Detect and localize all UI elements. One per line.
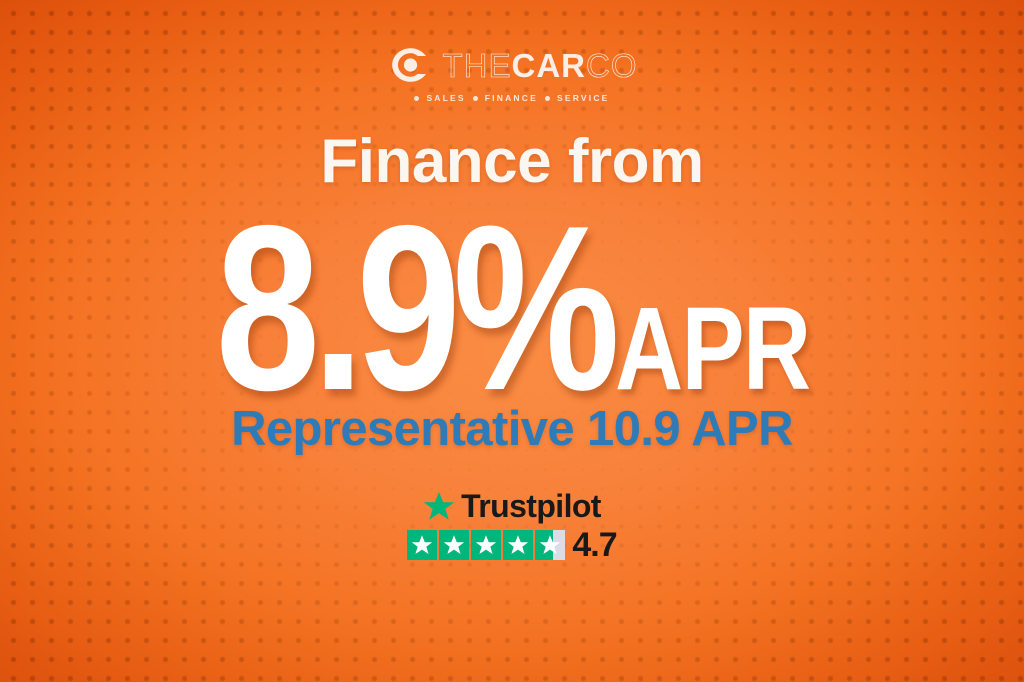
trustpilot-logo: Trustpilot xyxy=(423,490,601,522)
logo-row: THE CAR CO xyxy=(387,44,638,86)
star-icon xyxy=(407,530,438,561)
tagline-service: SERVICE xyxy=(556,93,610,103)
bullet-icon xyxy=(414,95,420,101)
star-icon xyxy=(471,530,502,561)
rate-display: 8.9% APR xyxy=(166,176,859,439)
rate-value: 8.9% xyxy=(215,176,620,439)
star-glyph xyxy=(412,535,433,555)
representative-apr-text: Representative 10.9 APR xyxy=(231,402,793,457)
logo-word-the: THE xyxy=(442,46,512,84)
trustpilot-wordmark: Trustpilot xyxy=(461,488,601,525)
star-rating xyxy=(407,530,566,561)
star-icon xyxy=(503,530,534,561)
logo-tagline: SALES FINANCE SERVICE xyxy=(414,93,609,103)
star-glyph xyxy=(540,535,561,555)
star-icon xyxy=(535,530,566,561)
logo-wordmark: THE CAR CO xyxy=(442,46,638,84)
logo-word-car: CAR xyxy=(511,46,586,84)
star-glyph xyxy=(476,535,497,555)
bullet-icon xyxy=(544,95,550,101)
logo-word-co: CO xyxy=(586,46,638,84)
bullet-icon xyxy=(472,95,478,101)
trustpilot-star-icon xyxy=(423,491,455,520)
trustpilot-rating-block: Trustpilot 4.7 xyxy=(407,490,618,565)
trustpilot-score-row: 4.7 xyxy=(407,526,618,565)
star-glyph xyxy=(508,535,529,555)
star-icon xyxy=(439,530,470,561)
headline-text: Finance from xyxy=(320,127,704,196)
star-glyph xyxy=(444,535,465,555)
tagline-sales: SALES xyxy=(426,93,466,103)
trustpilot-score: 4.7 xyxy=(572,526,617,565)
rate-suffix: APR xyxy=(615,283,811,415)
c-ring-icon xyxy=(391,48,426,82)
brand-logo: THE CAR CO SALES FINANCE SERVICE xyxy=(387,44,638,103)
tagline-finance: FINANCE xyxy=(484,93,538,103)
